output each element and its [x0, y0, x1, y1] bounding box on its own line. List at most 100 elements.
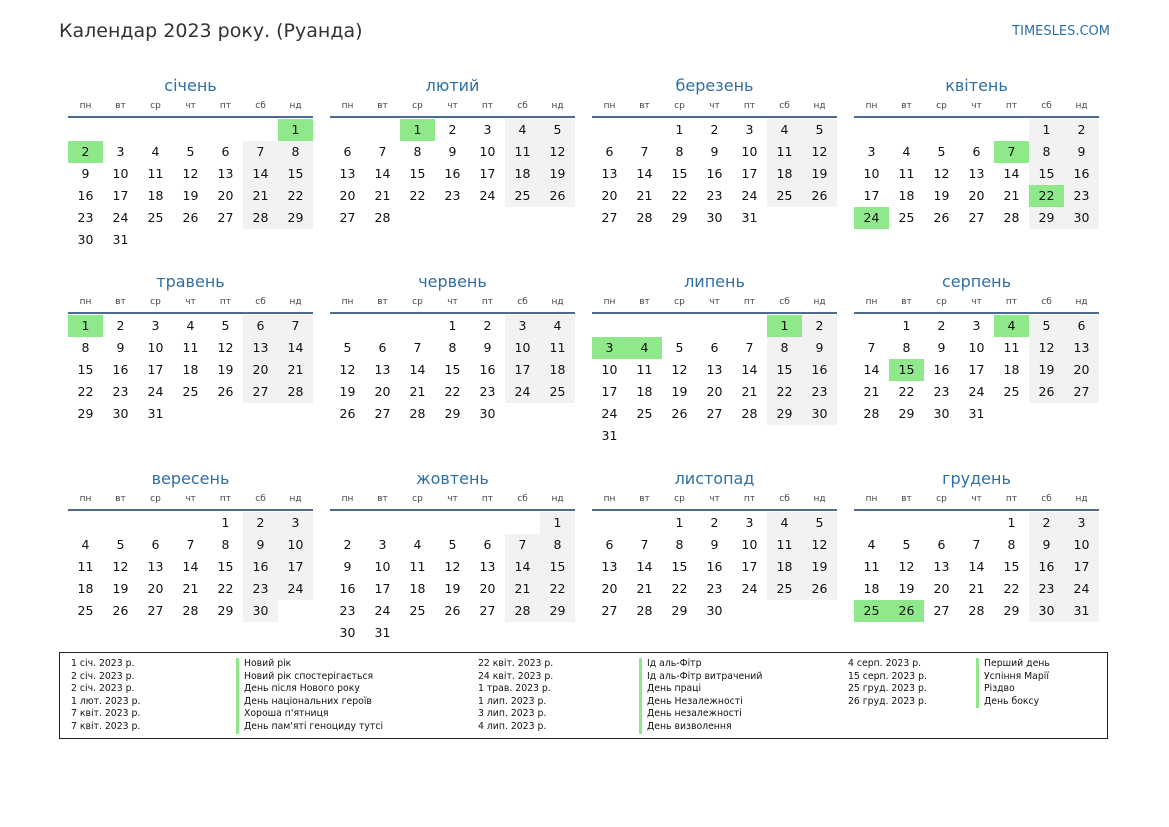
- day-cell: 30: [77, 232, 94, 247]
- weekday-header: пн вт ср чт пт сб нд: [330, 492, 575, 511]
- month-10: жовтень пн вт ср чт пт сб нд 1 2 3 4 5 6 7 8 9 10 11 12 13 14…: [330, 465, 575, 644]
- day-cell: 16: [444, 166, 461, 181]
- site-link[interactable]: TIMESLES.COM: [1012, 24, 1110, 39]
- day-cell: 25: [409, 603, 426, 618]
- day-cell: 28: [243, 207, 278, 229]
- empty-cell: [505, 512, 540, 534]
- weekday-label: ср: [936, 101, 947, 111]
- month-name: вересень: [151, 469, 230, 488]
- day-cell: 13: [601, 559, 618, 574]
- weekday-label: ср: [674, 101, 685, 111]
- days-grid: 1 2 3 4 5 6 7 8 9 10 11 12 13 14 15 16 17 18 19 20 21 22 23 24 2…: [68, 512, 313, 622]
- weekday-label: вт: [377, 297, 388, 307]
- day-cell: 26: [1029, 381, 1064, 403]
- day-cell: 30: [706, 603, 723, 618]
- day-cell: 24: [479, 188, 496, 203]
- day-cell: 19: [933, 188, 950, 203]
- day-cell: 8: [221, 537, 230, 552]
- day-cell: 20: [601, 581, 618, 596]
- day-cell: 13: [706, 362, 723, 377]
- weekday-label: сб: [779, 101, 790, 111]
- day-cell: 4: [767, 512, 802, 534]
- day-cell: 8: [902, 340, 911, 355]
- day-cell: 11: [1003, 340, 1020, 355]
- day-cell: 5: [802, 512, 837, 534]
- day-cell: 24: [741, 188, 758, 203]
- empty-cell: [103, 119, 138, 141]
- day-cell: 4: [186, 318, 195, 333]
- day-cell: 30: [1029, 600, 1064, 622]
- day-cell: 20: [339, 188, 356, 203]
- day-cell: 19: [802, 163, 837, 185]
- day-cell: 21: [374, 188, 391, 203]
- weekday-label: нд: [1075, 297, 1088, 307]
- day-cell: 16: [112, 362, 129, 377]
- day-cell: 14: [505, 556, 540, 578]
- day-cell: 18: [147, 188, 164, 203]
- day-cell: 23: [706, 581, 723, 596]
- day-cell: 5: [802, 119, 837, 141]
- day-cell: 22: [898, 384, 915, 399]
- legend-holiday-name: Новий рік спостерігається: [236, 670, 383, 684]
- legend-date: 22 квіт. 2023 р.: [478, 658, 554, 669]
- day-cell: 11: [863, 559, 880, 574]
- weekday-label: чт: [185, 101, 196, 111]
- day-cell: 25: [182, 384, 199, 399]
- day-cell: 17: [112, 188, 129, 203]
- month-name: квітень: [945, 76, 1008, 95]
- day-cell: 26: [182, 210, 199, 225]
- weekday-header: пн вт ср чт пт сб нд: [854, 99, 1099, 118]
- day-cell: 1: [1007, 515, 1016, 530]
- legend-date: 24 квіт. 2023 р.: [478, 670, 554, 682]
- day-cell: 24: [1064, 578, 1099, 600]
- day-cell: 18: [182, 362, 199, 377]
- day-cell: 24: [112, 210, 129, 225]
- day-cell: 30: [1064, 207, 1099, 229]
- day-cell: 9: [710, 144, 719, 159]
- day-cell: 1: [675, 515, 684, 530]
- day-cell: 16: [706, 559, 723, 574]
- month-name: грудень: [942, 469, 1011, 488]
- day-cell: 23: [112, 384, 129, 399]
- weekday-label: чт: [447, 101, 458, 111]
- day-cell: 17: [601, 384, 618, 399]
- day-cell: 15: [444, 362, 461, 377]
- day-cell: 28: [409, 406, 426, 421]
- day-cell: 29: [1003, 603, 1020, 618]
- day-cell: 18: [767, 163, 802, 185]
- day-cell: 8: [675, 537, 684, 552]
- day-cell: 3: [1064, 512, 1099, 534]
- day-cell: 17: [374, 581, 391, 596]
- day-cell: 21: [863, 384, 880, 399]
- weekday-label: сб: [255, 101, 266, 111]
- day-cell: 23: [802, 381, 837, 403]
- day-cell: 30: [112, 406, 129, 421]
- day-cell: 18: [540, 359, 575, 381]
- day-cell: 29: [540, 600, 575, 622]
- day-cell: 29: [898, 406, 915, 421]
- empty-cell: [994, 119, 1029, 141]
- day-cell: 17: [278, 556, 313, 578]
- day-cell: 8: [413, 144, 422, 159]
- day-cell: 30: [802, 403, 837, 425]
- day-cell: 5: [116, 537, 125, 552]
- day-cell: 3: [972, 318, 981, 333]
- weekday-header: пн вт ср чт пт сб нд: [854, 295, 1099, 314]
- day-cell: 20: [217, 188, 234, 203]
- day-cell: 23: [1029, 578, 1064, 600]
- weekday-label: чт: [709, 297, 720, 307]
- legend-dates-column: 22 квіт. 2023 р. 24 квіт. 2023 р. 1 трав. …: [478, 658, 553, 734]
- day-cell: 17: [479, 166, 496, 181]
- day-cell: 4: [994, 315, 1029, 337]
- day-cell: 5: [448, 537, 457, 552]
- day-cell: 28: [636, 603, 653, 618]
- day-cell: 22: [671, 581, 688, 596]
- day-cell: 2: [243, 512, 278, 534]
- legend-date: 1 лют. 2023 р.: [71, 695, 141, 707]
- weekday-label: вт: [377, 101, 388, 111]
- weekday-label: сб: [1041, 101, 1052, 111]
- day-cell: 13: [147, 559, 164, 574]
- day-cell: 18: [1003, 362, 1020, 377]
- day-cell: 1: [68, 315, 103, 337]
- day-cell: 27: [243, 381, 278, 403]
